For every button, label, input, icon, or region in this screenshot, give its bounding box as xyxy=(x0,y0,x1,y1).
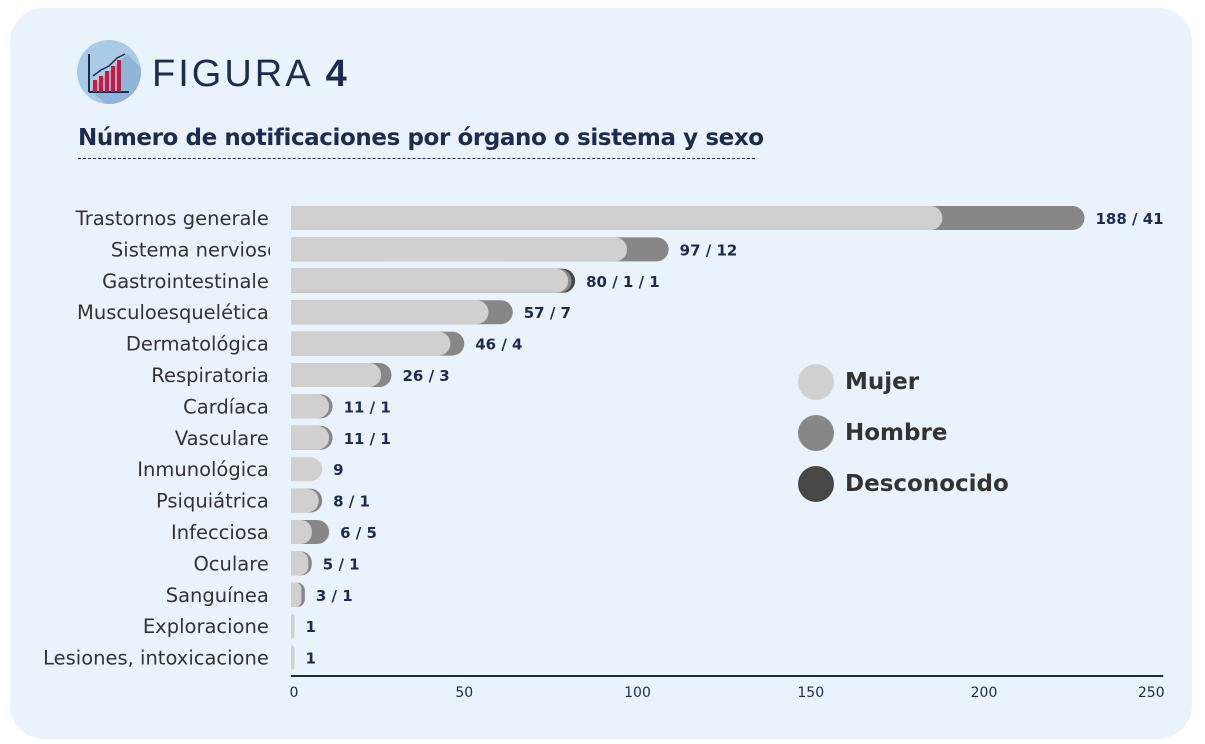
data-label-sanguineas: 3 / 1 xyxy=(316,587,353,605)
data-label-exploraciones: 1 xyxy=(305,618,315,636)
data-label-sistema-nervioso: 97 / 12 xyxy=(680,241,738,259)
data-label-gastrointestinales: 80 / 1 / 1 xyxy=(586,273,660,291)
legend-swatch-mujer xyxy=(798,363,834,400)
bar-cardiacas-mujer xyxy=(279,394,330,419)
bar-trastornos-generales-mujer xyxy=(279,206,943,230)
data-label-cardiacas: 11 / 1 xyxy=(344,398,391,416)
category-label-respiratorias: Respiratorias xyxy=(151,364,279,387)
legend-item-hombre: Hombre xyxy=(798,407,1009,458)
legend-item-desconocido: Desconocido xyxy=(798,458,1009,509)
data-label-vasculares: 11 / 1 xyxy=(344,430,391,448)
bar-left-mask xyxy=(270,200,291,675)
x-tick-label-250: 250 xyxy=(1138,685,1165,701)
bar-sistema-nervioso-mujer xyxy=(279,237,628,262)
category-label-infecciosas: Infecciosas xyxy=(171,521,279,544)
data-label-lesiones-intoxicaciones: 1 xyxy=(305,650,315,668)
category-label-oculares: Oculares xyxy=(193,552,279,575)
bar-respiratorias-mujer xyxy=(279,363,382,387)
category-label-sanguineas: Sanguíneas xyxy=(166,584,279,607)
legend-label-hombre: Hombre xyxy=(845,419,948,446)
category-label-sistema-nervioso: Sistema nervioso xyxy=(111,238,279,261)
bar-musculoesqueleticas-mujer xyxy=(279,300,489,325)
category-label-inmunologicas: Inmunológicas xyxy=(137,458,279,481)
legend-swatch-hombre xyxy=(798,414,834,451)
legend-swatch-desconocido xyxy=(798,465,834,502)
bar-chart-icon xyxy=(77,40,141,104)
data-label-trastornos-generales: 188 / 41 xyxy=(1095,210,1163,228)
figure-heading: FIGURA 4 xyxy=(152,52,347,96)
x-tick-label-150: 150 xyxy=(797,685,824,701)
data-label-dermatologicas: 46 / 4 xyxy=(475,336,522,354)
chart-legend: Mujer Hombre Desconocido xyxy=(798,356,1009,509)
figure-word: FIGURA xyxy=(152,53,314,95)
bar-vasculares-mujer xyxy=(279,425,330,450)
figure-card xyxy=(10,8,1192,739)
legend-item-mujer: Mujer xyxy=(798,356,1009,407)
category-label-musculoesqueleticas: Musculoesqueléticas xyxy=(77,301,279,324)
figure-number: 4 xyxy=(325,53,347,95)
subtitle-underline xyxy=(78,158,755,159)
chart-subtitle: Número de notificaciones por órgano o si… xyxy=(78,125,764,151)
bar-gastrointestinales-mujer xyxy=(279,268,569,293)
x-tick-label-50: 50 xyxy=(455,685,473,701)
category-label-vasculares: Vasculares xyxy=(175,427,279,450)
data-label-infecciosas: 6 / 5 xyxy=(340,524,377,542)
data-label-psiquiatricas: 8 / 1 xyxy=(333,493,370,511)
category-label-psiquiatricas: Psiquiátricas xyxy=(156,490,279,513)
legend-label-desconocido: Desconocido xyxy=(845,470,1009,497)
category-label-cardiacas: Cardíacas xyxy=(183,395,279,418)
category-label-trastornos-generales: Trastornos generales xyxy=(75,207,279,230)
x-tick-label-0: 0 xyxy=(290,685,299,701)
data-label-musculoesqueleticas: 57 / 7 xyxy=(524,304,571,322)
category-label-dermatologicas: Dermatológicas xyxy=(126,333,279,356)
data-label-oculares: 5 / 1 xyxy=(323,555,360,573)
x-tick-label-100: 100 xyxy=(624,685,651,701)
x-tick-label-200: 200 xyxy=(971,685,998,701)
data-label-respiratorias: 26 / 3 xyxy=(402,367,449,385)
data-label-inmunologicas: 9 xyxy=(333,461,343,479)
category-label-exploraciones: Exploraciones xyxy=(143,615,279,638)
category-label-lesiones-intoxicaciones: Lesiones, intoxicaciones xyxy=(43,647,279,670)
category-label-gastrointestinales: Gastrointestinales xyxy=(102,270,279,293)
bar-dermatologicas-mujer xyxy=(279,331,451,356)
legend-label-mujer: Mujer xyxy=(845,368,920,395)
